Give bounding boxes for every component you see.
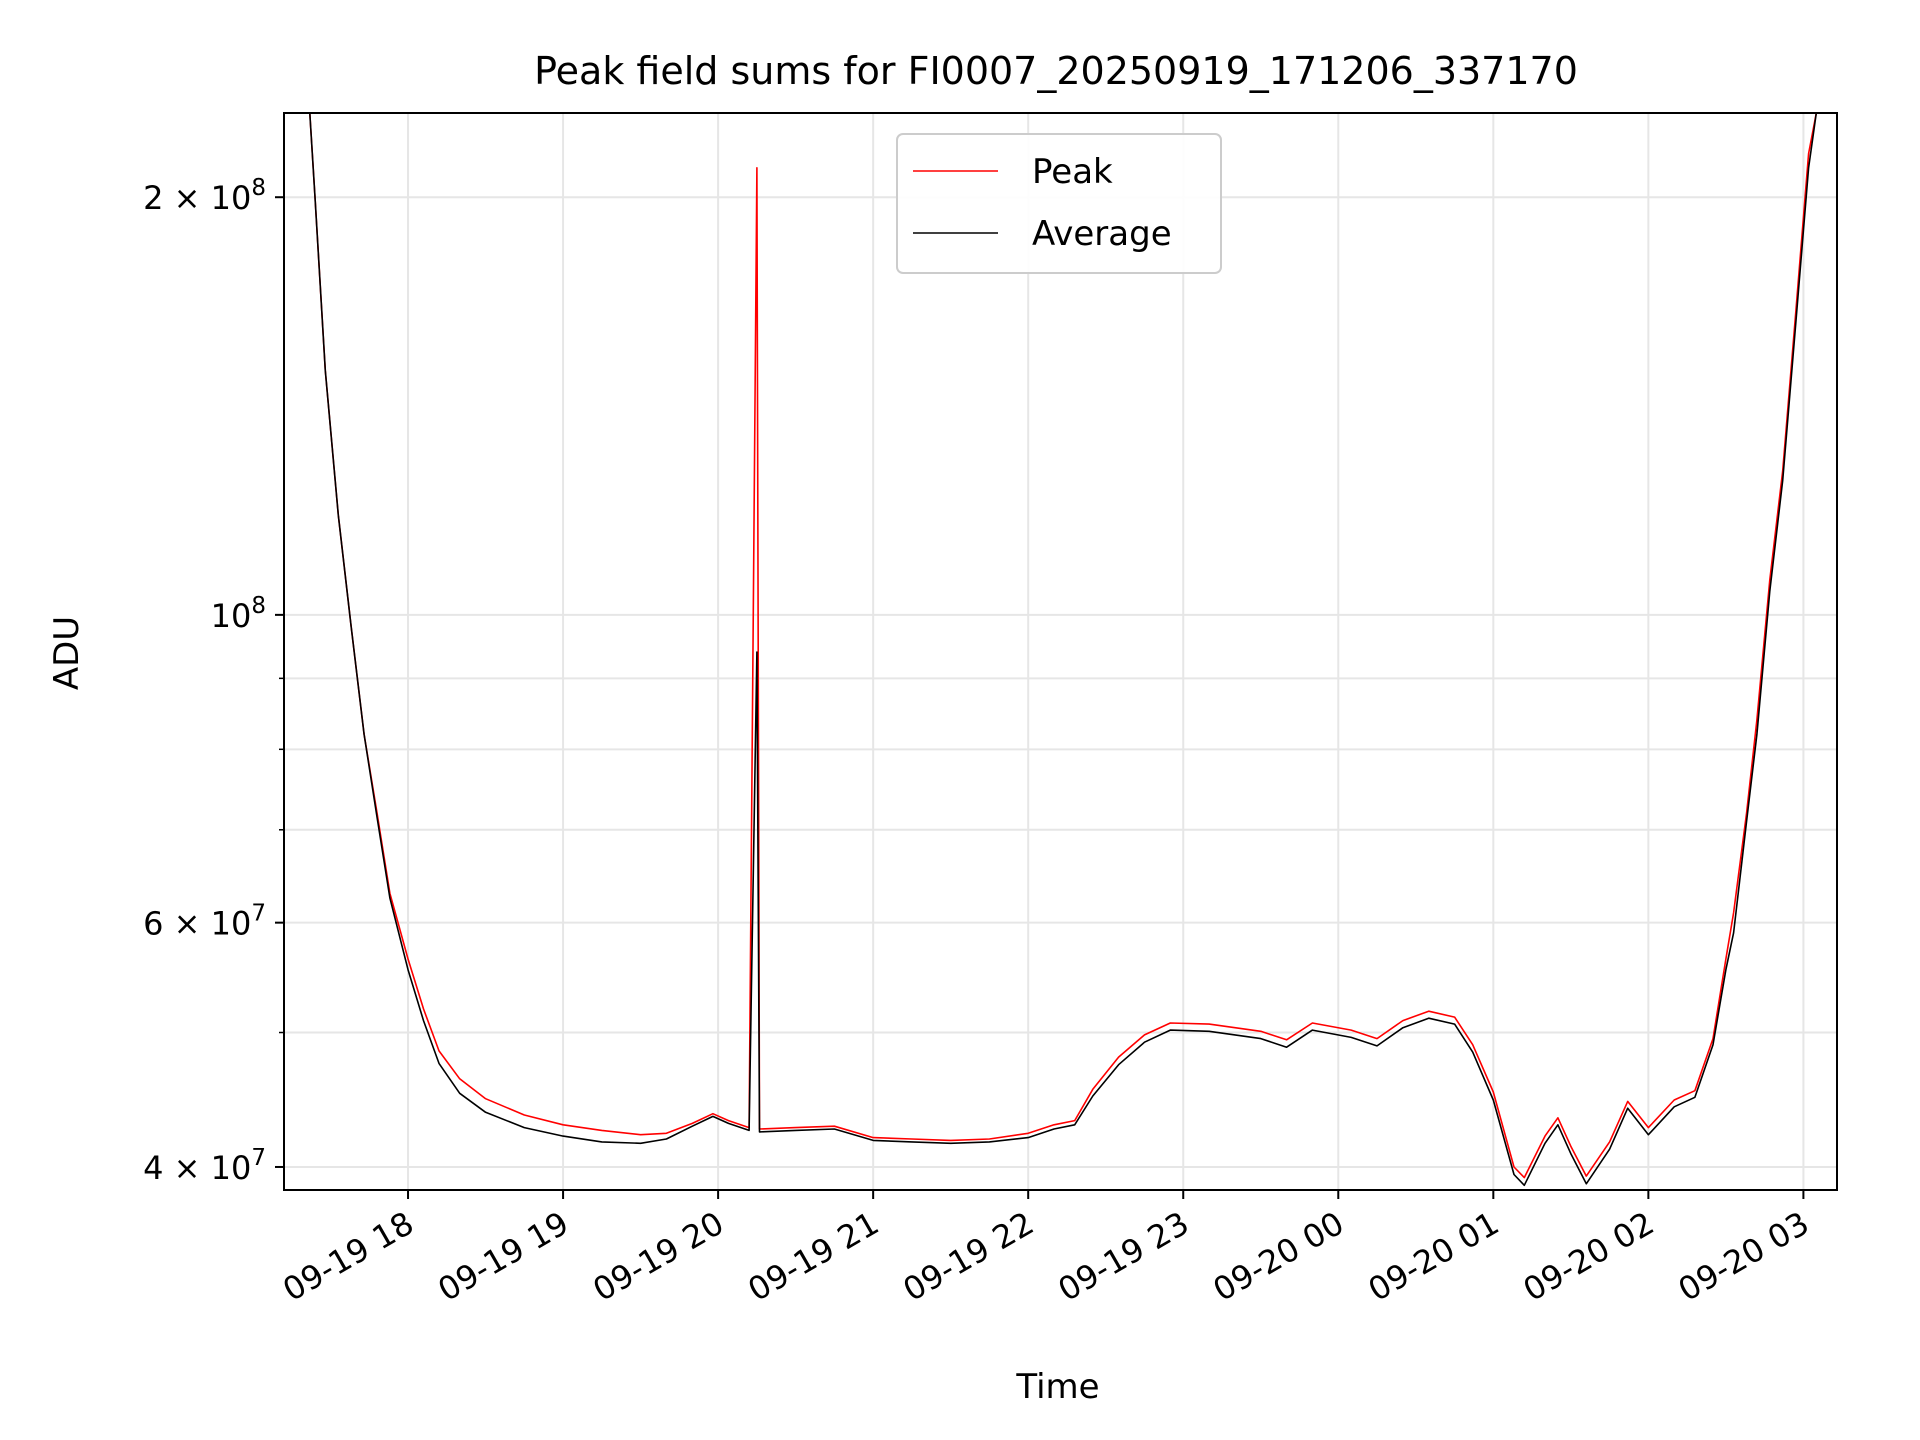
x-axis-label: Time [1015, 1367, 1099, 1407]
y-axis-label: ADU [47, 616, 87, 690]
y-tick-label: 108 [211, 593, 266, 635]
y-tick-label: 2 × 108 [143, 175, 266, 217]
y-tick-label: 4 × 107 [143, 1145, 266, 1187]
legend-peak-label: Peak [1032, 152, 1113, 192]
plot-area-frame [283, 112, 1838, 1191]
grid [284, 113, 1837, 1190]
series-lines [309, 113, 1818, 1187]
series-line-average [309, 113, 1818, 1187]
chart-title: Peak field sums for FI0007_20250919_1712… [534, 49, 1578, 93]
legend: Peak Average [896, 133, 1222, 274]
y-tick-label: 6 × 107 [143, 901, 266, 943]
legend-average-label: Average [1032, 214, 1172, 254]
legend-box [896, 133, 1222, 274]
series-line-peak [309, 113, 1818, 1179]
